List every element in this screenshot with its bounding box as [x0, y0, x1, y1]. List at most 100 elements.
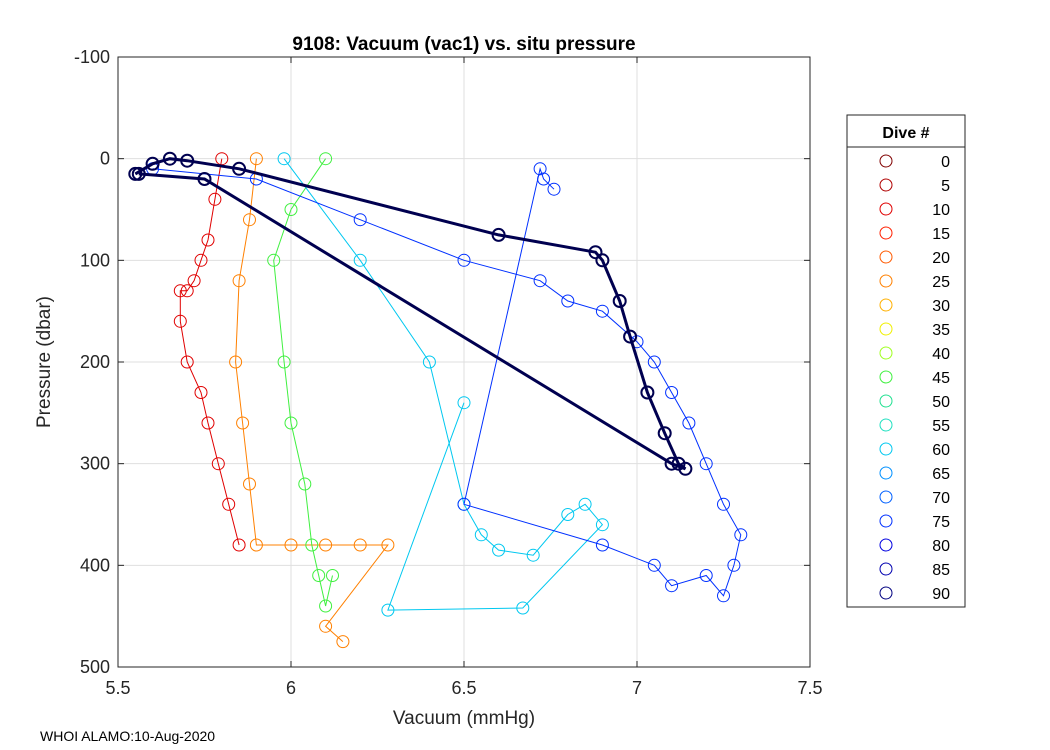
x-tick-label: 6.5 [451, 678, 476, 698]
y-tick-label: 0 [100, 149, 110, 169]
y-tick-label: 200 [80, 352, 110, 372]
data-point [319, 538, 333, 552]
data-point [474, 528, 488, 542]
legend-label: 35 [932, 322, 950, 339]
data-point [381, 603, 395, 617]
data-point [180, 153, 195, 168]
data-point [353, 213, 367, 227]
legend-marker [879, 490, 893, 504]
data-point [561, 508, 575, 521]
legend-marker [879, 250, 893, 264]
x-tick-label: 7.5 [797, 678, 822, 698]
legend-marker [879, 322, 893, 336]
series-layer [128, 151, 748, 649]
legend-title: Dive # [882, 125, 929, 142]
data-point [336, 635, 350, 649]
ticks: 5.5 6 6.5 7 7.5 -100 0 100 200 300 400 500 [74, 47, 823, 698]
data-point [699, 457, 713, 471]
data-point [717, 497, 730, 511]
footer-text: WHOI ALAMO:10-Aug-2020 [40, 728, 215, 744]
data-point [533, 162, 547, 176]
data-point [457, 396, 471, 410]
data-point [326, 569, 339, 582]
data-point [232, 274, 246, 288]
data-point [647, 355, 661, 369]
data-point [717, 589, 730, 603]
legend-marker [879, 298, 893, 312]
data-point [734, 528, 748, 542]
series-line [179, 158, 240, 546]
series-1 [229, 152, 395, 649]
data-point [595, 253, 610, 268]
legend-marker [879, 226, 893, 240]
data-point [243, 477, 256, 491]
data-point [665, 386, 679, 399]
data-point [173, 314, 187, 328]
legend-marker [879, 394, 893, 408]
x-axis-label: Vacuum (mmHg) [393, 708, 535, 729]
data-point [595, 538, 609, 552]
x-tick-label: 7 [632, 678, 642, 698]
series-line [283, 158, 604, 611]
data-point [678, 461, 693, 476]
data-point [277, 355, 291, 369]
data-point [612, 294, 627, 308]
legend-marker [879, 370, 893, 384]
legend-label: 10 [932, 202, 950, 219]
data-point [657, 426, 672, 441]
data-point [665, 579, 679, 593]
legend-marker [879, 466, 893, 480]
y-tick-label: 300 [80, 454, 110, 474]
data-point [561, 294, 575, 308]
data-point [145, 156, 160, 171]
data-point [211, 457, 225, 471]
data-point [277, 152, 291, 166]
series-5 [128, 151, 693, 476]
data-point [284, 538, 298, 552]
legend-marker [879, 442, 893, 456]
data-point [131, 166, 146, 181]
legend-marker [879, 178, 893, 192]
data-point [516, 601, 530, 615]
y-tick-label: 100 [80, 250, 110, 270]
legend-box [846, 114, 966, 608]
data-point [319, 599, 333, 613]
data-point [180, 355, 194, 369]
data-point [492, 543, 506, 557]
data-point [353, 538, 367, 552]
y-tick-label: 500 [80, 657, 110, 677]
data-point [312, 569, 326, 582]
data-point [229, 355, 243, 369]
data-point [588, 245, 603, 260]
legend-label: 40 [932, 346, 950, 363]
data-point [578, 497, 592, 511]
legend-marker [879, 586, 893, 600]
data-point [353, 253, 367, 267]
legend-label: 75 [932, 514, 950, 531]
legend-label: 80 [932, 538, 950, 555]
data-point [319, 152, 333, 166]
data-point [491, 227, 506, 242]
legend-label: 90 [932, 586, 950, 603]
data-point [208, 192, 222, 206]
data-point [537, 172, 551, 186]
y-tick-label: 400 [80, 555, 110, 575]
x-tick-label: 5.5 [105, 678, 130, 698]
data-point [187, 274, 201, 288]
data-point [699, 569, 713, 582]
data-point [194, 386, 208, 399]
legend: Dive # 0 5 10 15 20 25 30 35 40 45 50 55 60 65 70 75 80 8… [846, 114, 966, 608]
legend-label: 50 [932, 394, 950, 411]
legend-label: 20 [932, 250, 950, 267]
data-point [194, 253, 208, 267]
legend-marker [879, 538, 893, 552]
legend-marker [879, 274, 893, 288]
legend-marker [879, 514, 893, 528]
data-point [305, 538, 319, 552]
data-point [457, 253, 471, 267]
series-line [235, 158, 389, 642]
data-point [173, 284, 187, 298]
data-point [201, 233, 215, 247]
data-point [381, 538, 395, 552]
legend-marker [879, 418, 893, 432]
